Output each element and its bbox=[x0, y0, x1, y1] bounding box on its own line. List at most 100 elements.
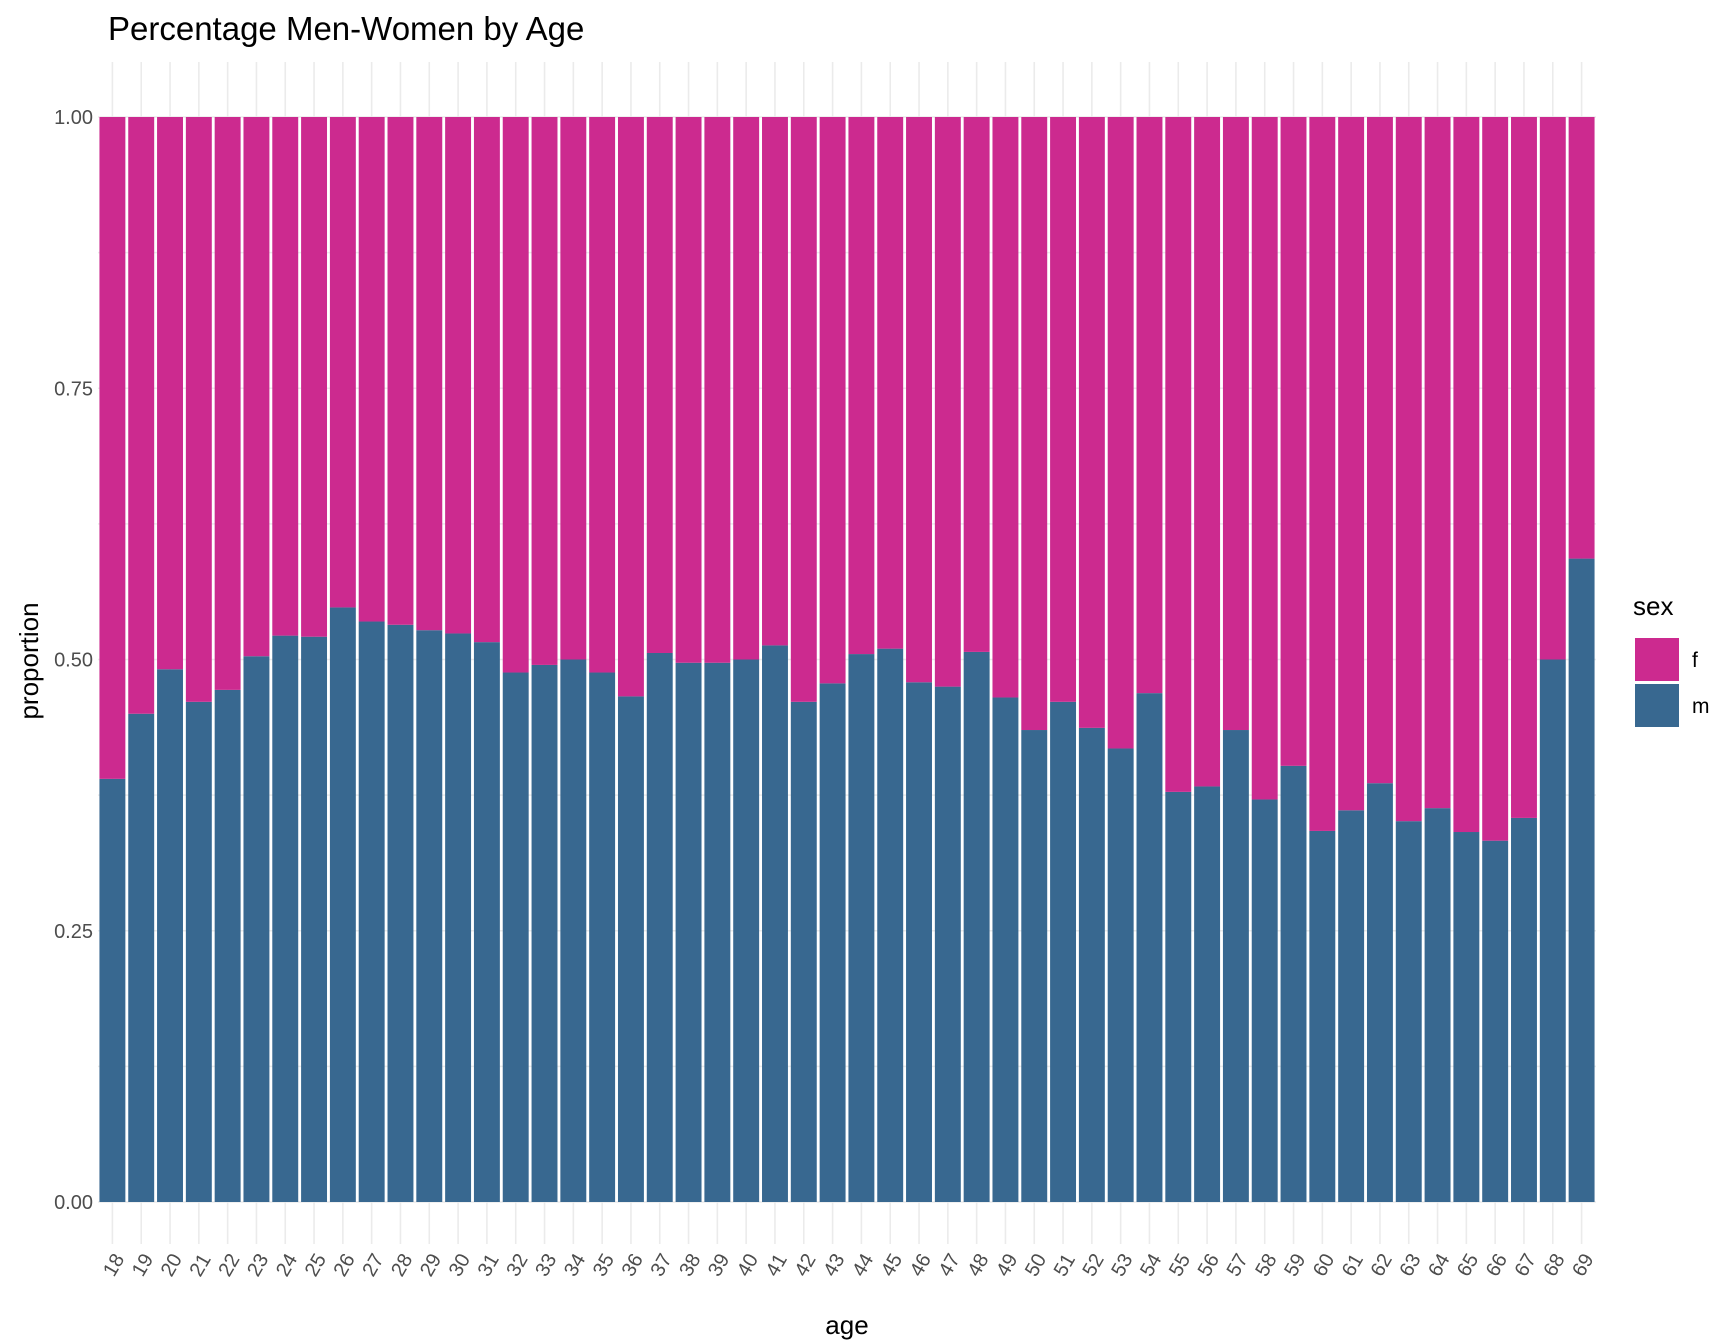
y-tick-label: 0.25 bbox=[54, 921, 93, 943]
bar-f-44 bbox=[848, 117, 875, 655]
bar-f-27 bbox=[358, 117, 385, 622]
x-tick-label: 36 bbox=[618, 1250, 648, 1280]
y-tick-label: 0.00 bbox=[54, 1192, 93, 1214]
bar-m-61 bbox=[1338, 810, 1365, 1202]
bar-f-60 bbox=[1309, 117, 1336, 831]
x-tick-label: 22 bbox=[214, 1250, 244, 1280]
bar-m-54 bbox=[1136, 693, 1163, 1202]
legend-key-m bbox=[1635, 684, 1679, 727]
bar-f-55 bbox=[1165, 117, 1192, 792]
x-tick-label: 67 bbox=[1511, 1250, 1541, 1280]
bar-m-57 bbox=[1222, 730, 1249, 1202]
x-tick-label: 56 bbox=[1194, 1250, 1224, 1280]
y-tick-label: 0.50 bbox=[54, 650, 93, 672]
x-tick-label: 59 bbox=[1280, 1250, 1310, 1280]
x-tick-label: 21 bbox=[186, 1250, 216, 1280]
bar-m-45 bbox=[877, 648, 904, 1202]
bar-m-51 bbox=[1050, 701, 1077, 1202]
x-tick-label: 69 bbox=[1568, 1250, 1598, 1280]
bar-f-22 bbox=[214, 117, 241, 690]
bar-f-53 bbox=[1107, 117, 1134, 749]
bar-f-67 bbox=[1511, 117, 1537, 818]
bar-m-41 bbox=[762, 645, 788, 1202]
x-tick-label: 65 bbox=[1453, 1250, 1483, 1280]
bar-f-62 bbox=[1366, 117, 1393, 784]
bar-f-29 bbox=[416, 117, 443, 631]
x-tick-label: 24 bbox=[272, 1250, 302, 1280]
bar-m-47 bbox=[934, 686, 961, 1202]
bar-f-26 bbox=[329, 117, 356, 608]
bar-m-32 bbox=[502, 672, 529, 1202]
x-tick-label: 66 bbox=[1482, 1250, 1512, 1280]
bar-m-18 bbox=[99, 778, 126, 1202]
bar-m-30 bbox=[445, 633, 472, 1202]
bar-f-52 bbox=[1078, 117, 1105, 728]
x-tick-label: 54 bbox=[1136, 1250, 1166, 1280]
bar-m-44 bbox=[848, 654, 875, 1202]
x-tick-label: 46 bbox=[906, 1250, 936, 1280]
bar-f-40 bbox=[733, 117, 760, 660]
x-tick-label: 31 bbox=[474, 1250, 504, 1280]
y-axis-title: proportion bbox=[14, 602, 44, 719]
bar-m-42 bbox=[790, 701, 817, 1202]
legend-items: fm bbox=[1635, 638, 1710, 727]
bar-m-43 bbox=[819, 683, 846, 1202]
bar-f-23 bbox=[243, 117, 270, 657]
x-tick-label: 44 bbox=[848, 1250, 878, 1280]
x-tick-label: 33 bbox=[531, 1250, 561, 1280]
bar-f-68 bbox=[1539, 117, 1566, 660]
x-tick-label: 26 bbox=[330, 1250, 360, 1280]
legend-title: sex bbox=[1633, 591, 1673, 621]
bar-f-19 bbox=[128, 117, 155, 714]
bar-m-63 bbox=[1395, 821, 1422, 1202]
bar-m-49 bbox=[992, 697, 1019, 1202]
bars bbox=[99, 117, 1595, 1202]
legend-label-m: m bbox=[1692, 695, 1710, 718]
x-tick-label: 50 bbox=[1021, 1250, 1051, 1280]
bar-m-22 bbox=[214, 689, 241, 1202]
bar-f-48 bbox=[963, 117, 990, 652]
x-tick-label: 40 bbox=[733, 1250, 763, 1280]
x-tick-label: 48 bbox=[963, 1250, 993, 1280]
x-tick-label: 32 bbox=[502, 1250, 532, 1280]
bar-m-28 bbox=[387, 624, 414, 1202]
bar-f-37 bbox=[646, 117, 673, 653]
x-tick-label: 47 bbox=[935, 1250, 965, 1280]
bar-f-47 bbox=[934, 117, 961, 687]
x-tick-label: 42 bbox=[791, 1250, 821, 1280]
x-tick-label: 57 bbox=[1223, 1250, 1253, 1280]
x-tick-label: 58 bbox=[1251, 1250, 1281, 1280]
x-tick-label: 19 bbox=[128, 1250, 158, 1280]
bar-f-50 bbox=[1021, 117, 1048, 731]
bar-f-28 bbox=[387, 117, 414, 625]
bar-f-65 bbox=[1453, 117, 1480, 833]
bar-m-69 bbox=[1568, 558, 1595, 1202]
bar-f-41 bbox=[762, 117, 788, 646]
x-tick-label: 60 bbox=[1309, 1250, 1339, 1280]
x-tick-label: 30 bbox=[445, 1250, 475, 1280]
bar-f-61 bbox=[1338, 117, 1365, 811]
x-tick-label: 45 bbox=[877, 1250, 907, 1280]
y-tick-label: 1.00 bbox=[54, 107, 93, 129]
bar-m-50 bbox=[1021, 730, 1048, 1202]
bar-f-57 bbox=[1222, 117, 1249, 731]
bar-m-52 bbox=[1078, 727, 1105, 1202]
bar-m-37 bbox=[646, 652, 673, 1202]
bar-f-20 bbox=[157, 117, 183, 670]
bar-f-18 bbox=[99, 117, 126, 779]
bar-f-66 bbox=[1482, 117, 1509, 841]
bar-f-24 bbox=[272, 117, 299, 636]
x-tick-label: 38 bbox=[675, 1250, 705, 1280]
bar-m-62 bbox=[1366, 783, 1393, 1202]
x-tick-label: 37 bbox=[646, 1250, 676, 1280]
bar-f-58 bbox=[1251, 117, 1278, 800]
x-tick-label: 43 bbox=[819, 1250, 849, 1280]
y-axis-tick-labels: 0.00 0.25 0.50 0.75 1.00 bbox=[54, 107, 93, 1214]
x-tick-label: 55 bbox=[1165, 1250, 1195, 1280]
bar-m-27 bbox=[358, 621, 385, 1202]
legend: sex fm bbox=[1633, 591, 1710, 727]
bar-m-20 bbox=[157, 669, 183, 1202]
x-tick-label: 27 bbox=[358, 1250, 388, 1280]
bar-f-38 bbox=[675, 117, 702, 663]
